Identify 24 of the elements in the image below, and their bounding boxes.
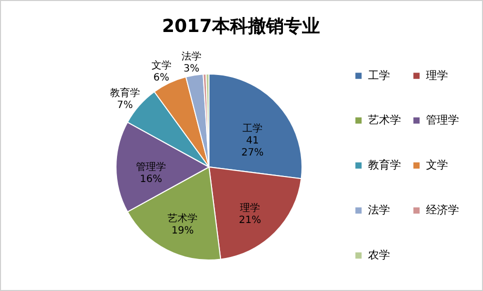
slice-label: 文学 [151, 60, 172, 72]
legend-label: 文学 [426, 158, 448, 172]
legend-label: 理学 [426, 68, 448, 82]
legend-label: 法学 [368, 204, 390, 216]
legend-label: 教育学 [368, 158, 401, 172]
legend-label: 工学 [368, 68, 390, 82]
legend-label: 农学 [368, 248, 390, 262]
slice-label: 教育学 [110, 86, 140, 99]
data-label: 41 27% [241, 136, 264, 159]
slice-label: 理学 [240, 202, 260, 214]
data-label: 7% [117, 100, 133, 111]
data-label: 19% [172, 226, 194, 237]
legend-label: 管理学 [426, 114, 459, 126]
legend-label: 经济学 [426, 204, 459, 216]
data-label: 3% [184, 63, 200, 74]
data-label: 21% [238, 215, 262, 226]
legend-label: 艺术学 [368, 114, 401, 126]
slice-label: 工学 [242, 122, 263, 135]
slice-label: 管理学 [136, 161, 166, 173]
slice-label: 艺术学 [168, 212, 198, 225]
slice-label: 法学 [181, 50, 202, 62]
data-label: 16% [140, 174, 162, 185]
data-label: 6% [153, 72, 170, 84]
chart-title: 2017本科撤销专业 [162, 16, 320, 37]
